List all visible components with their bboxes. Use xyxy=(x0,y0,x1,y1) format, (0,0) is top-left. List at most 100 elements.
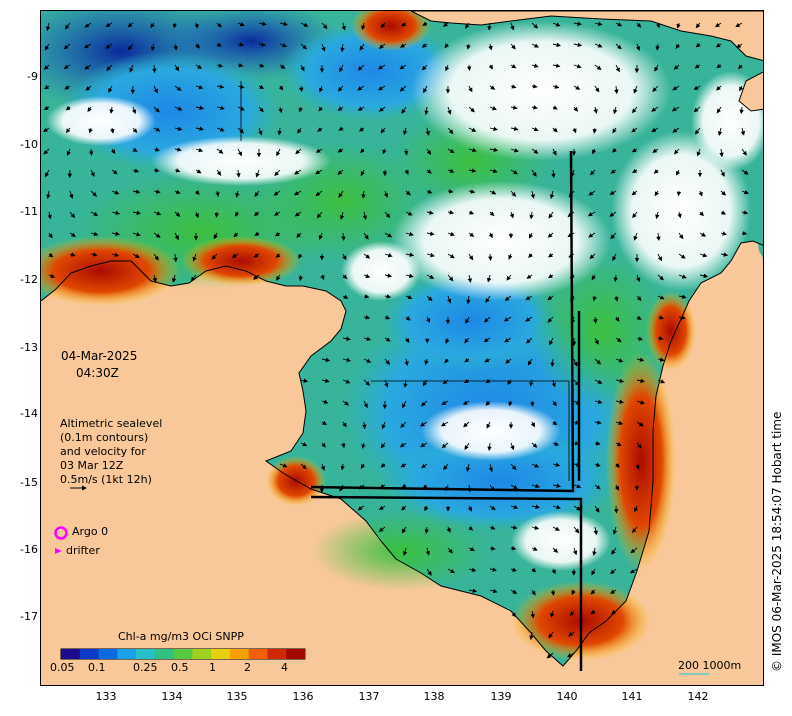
velocity-arrow xyxy=(278,106,283,114)
velocity-arrow xyxy=(384,358,391,365)
velocity-arrow xyxy=(594,441,601,446)
velocity-arrow xyxy=(655,43,660,51)
velocity-arrow xyxy=(363,358,372,363)
velocity-arrow xyxy=(43,105,50,111)
velocity-arrow xyxy=(615,22,623,27)
velocity-arrow xyxy=(405,190,411,196)
velocity-arrow xyxy=(546,652,554,659)
velocity-arrow xyxy=(174,126,183,132)
chlorophyll-map xyxy=(41,11,763,685)
velocity-arrow xyxy=(296,232,302,238)
velocity-arrow xyxy=(552,483,562,488)
velocity-arrow xyxy=(676,22,681,29)
velocity-arrow xyxy=(589,253,596,260)
velocity-arrow xyxy=(447,295,452,304)
velocity-arrow xyxy=(298,253,303,259)
velocity-arrow xyxy=(632,211,638,219)
velocity-arrow xyxy=(340,43,345,53)
velocity-arrow xyxy=(174,189,181,194)
velocity-arrow xyxy=(594,420,602,425)
velocity-arrow xyxy=(531,504,541,509)
velocity-arrow xyxy=(321,378,330,383)
velocity-arrow xyxy=(463,378,470,384)
velocity-arrow xyxy=(573,42,583,48)
velocity-arrow xyxy=(342,400,350,406)
sealevel-info-1: Altimetric sealevel xyxy=(60,417,163,430)
velocity-arrow xyxy=(426,231,435,236)
velocity-arrow xyxy=(593,526,598,536)
velocity-arrow xyxy=(195,147,204,153)
velocity-arrow xyxy=(635,43,641,51)
velocity-arrow xyxy=(273,190,281,196)
velocity-arrow xyxy=(447,231,455,237)
velocity-arrow xyxy=(276,274,281,281)
date-label: 04-Mar-2025 xyxy=(61,349,138,363)
velocity-arrow xyxy=(401,22,407,27)
velocity-arrow xyxy=(361,22,366,31)
velocity-arrow xyxy=(111,210,121,216)
velocity-arrow xyxy=(633,232,638,241)
longitude-tick: 134 xyxy=(161,690,183,703)
velocity-arrow xyxy=(236,169,241,178)
velocity-arrow xyxy=(487,442,492,452)
velocity-arrow xyxy=(278,85,284,91)
velocity-arrow xyxy=(508,400,513,407)
velocity-arrow xyxy=(593,106,598,114)
velocity-arrow xyxy=(510,126,519,131)
velocity-arrow xyxy=(400,421,407,428)
latitude-tick: -11 xyxy=(20,205,38,218)
velocity-arrow xyxy=(484,358,491,363)
velocity-arrow xyxy=(528,253,533,258)
velocity-arrow xyxy=(337,148,344,153)
velocity-arrow xyxy=(529,400,535,407)
argo-legend-label: Argo 0 xyxy=(72,525,109,538)
colorbar-cell xyxy=(136,649,156,659)
velocity-arrow xyxy=(64,22,71,30)
velocity-arrow xyxy=(131,106,137,115)
velocity-arrow xyxy=(384,294,392,299)
colorbar xyxy=(60,648,306,660)
velocity-arrow xyxy=(402,547,408,557)
velocity-arrow xyxy=(426,148,432,156)
velocity-arrow xyxy=(615,64,620,73)
velocity-arrow xyxy=(382,148,387,155)
velocity-arrow xyxy=(485,378,491,384)
velocity-arrow xyxy=(657,295,665,300)
velocity-arrow xyxy=(172,22,178,29)
velocity-arrow xyxy=(150,22,155,29)
velocity-arrow xyxy=(447,547,453,554)
velocity-arrow xyxy=(110,127,115,134)
velocity-arrow xyxy=(468,232,475,238)
velocity-arrow xyxy=(552,105,558,110)
velocity-arrow xyxy=(421,463,428,469)
velocity-arrow xyxy=(489,505,496,511)
velocity-arrow xyxy=(253,274,260,280)
velocity-arrow xyxy=(510,190,517,197)
velocity-arrow xyxy=(551,568,556,575)
velocity-arrow xyxy=(510,546,517,551)
velocity-arrow xyxy=(615,420,624,426)
velocity-arrow xyxy=(298,274,303,282)
time-label: 04:30Z xyxy=(76,366,119,380)
velocity-arrow xyxy=(531,546,538,551)
velocity-arrow xyxy=(320,274,325,281)
velocity-arrow xyxy=(468,189,476,194)
velocity-arrow xyxy=(614,505,619,514)
velocity-arrow xyxy=(694,127,701,135)
velocity-arrow xyxy=(258,84,265,90)
velocity-arrow xyxy=(614,295,619,302)
velocity-arrow xyxy=(468,588,478,593)
velocity-arrow xyxy=(594,64,602,71)
map-frame xyxy=(40,10,764,686)
velocity-arrow xyxy=(489,525,496,530)
velocity-arrow xyxy=(213,232,218,240)
velocity-arrow xyxy=(677,211,682,219)
velocity-arrow xyxy=(111,169,118,175)
velocity-arrow xyxy=(174,106,183,111)
velocity-arrow xyxy=(152,274,157,283)
velocity-arrow xyxy=(258,21,267,26)
velocity-arrow xyxy=(447,106,452,115)
velocity-arrow xyxy=(652,148,659,153)
velocity-arrow xyxy=(90,169,95,178)
velocity-arrow xyxy=(589,169,596,176)
